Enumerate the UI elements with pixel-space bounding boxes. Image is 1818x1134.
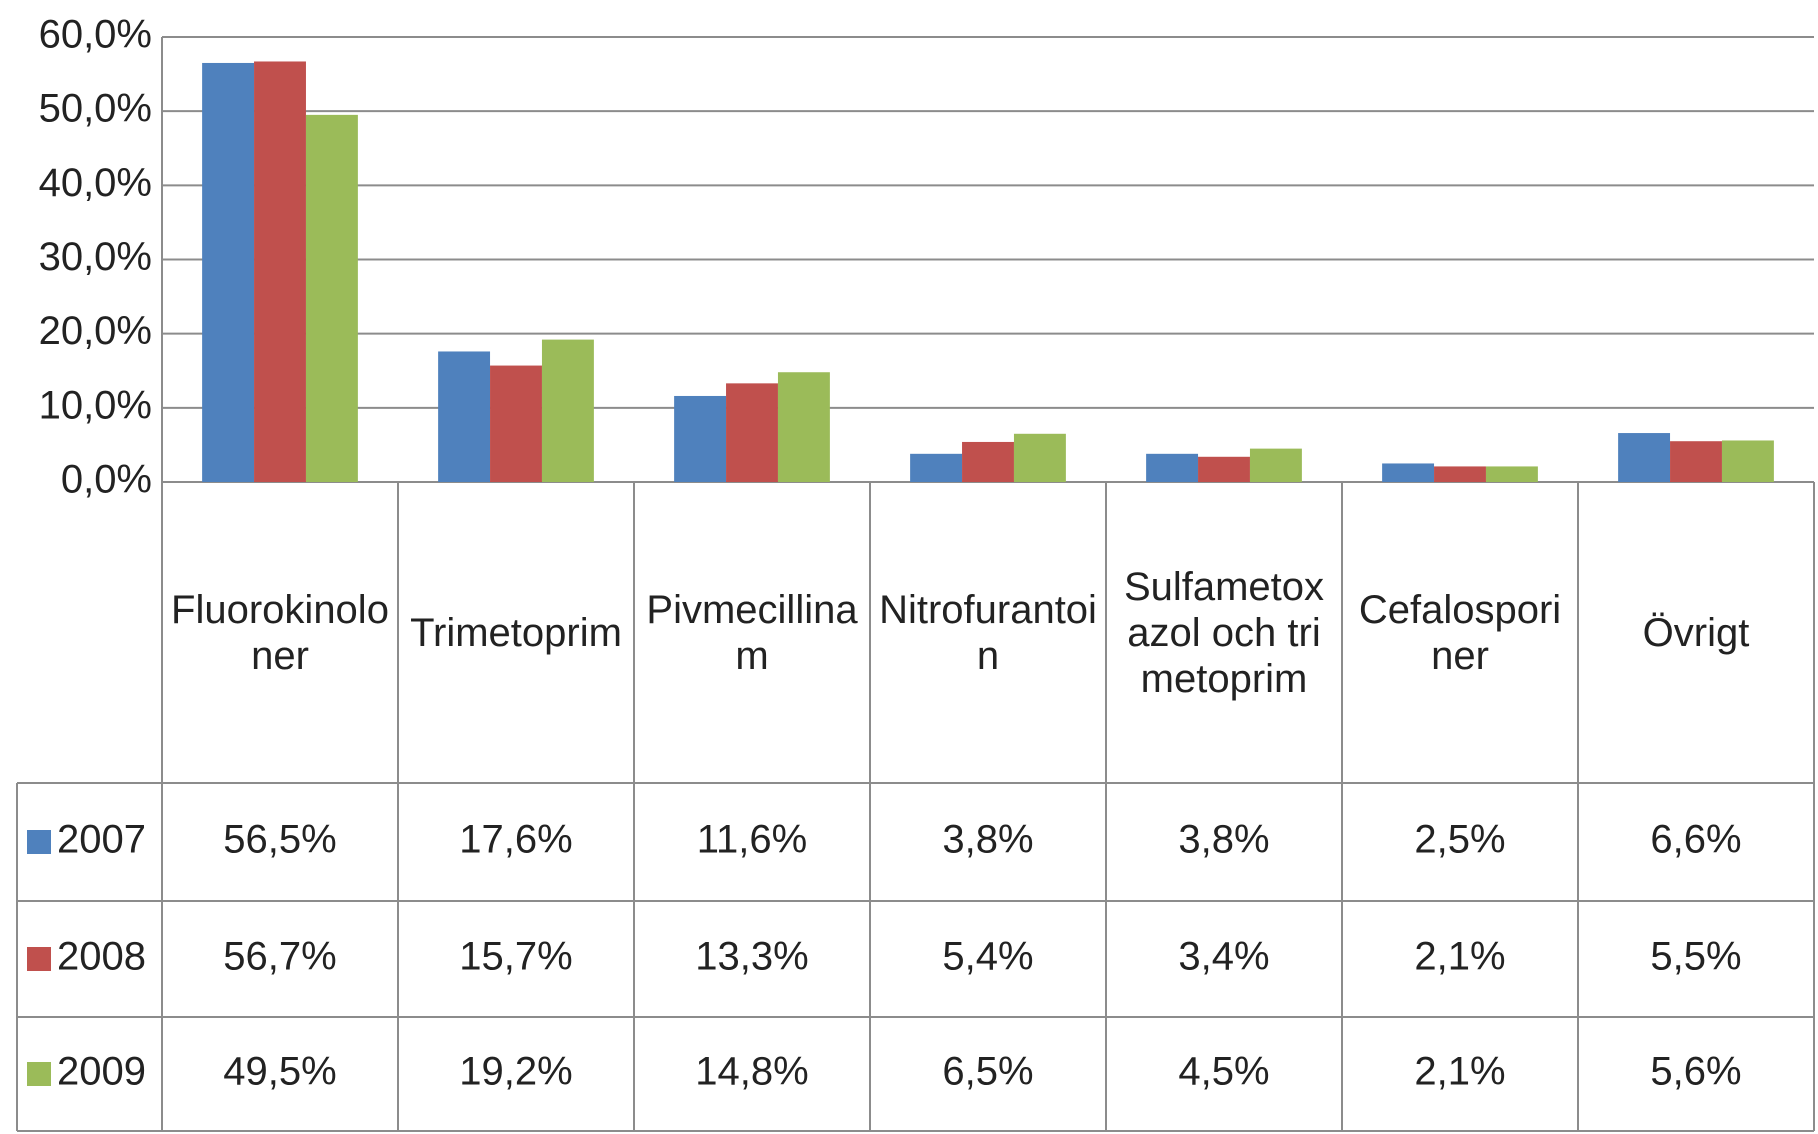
legend-label: 2008 bbox=[57, 935, 146, 979]
value-label: 5,4% bbox=[942, 935, 1033, 979]
value-label: 15,7% bbox=[459, 935, 572, 979]
bar bbox=[1485, 466, 1538, 482]
value-label: 5,5% bbox=[1650, 935, 1741, 979]
y-tick-label: 40,0% bbox=[39, 161, 152, 205]
bar bbox=[962, 441, 1014, 482]
value-label: 6,5% bbox=[942, 1050, 1033, 1094]
y-tick-label: 30,0% bbox=[39, 235, 152, 279]
bar bbox=[305, 114, 358, 482]
value-label: 17,6% bbox=[459, 818, 572, 862]
x-tick-label: Pivmecillinam bbox=[646, 587, 858, 678]
value-label: 19,2% bbox=[459, 1050, 572, 1094]
legend-label: 2007 bbox=[57, 818, 146, 862]
value-label: 13,3% bbox=[695, 935, 808, 979]
y-tick-label: 20,0% bbox=[39, 309, 152, 353]
value-label: 14,8% bbox=[695, 1050, 808, 1094]
y-tick-label: 50,0% bbox=[39, 87, 152, 131]
legend-key bbox=[27, 947, 51, 971]
bar bbox=[1434, 466, 1486, 482]
value-label: 6,6% bbox=[1650, 818, 1741, 862]
value-label: 2,1% bbox=[1414, 935, 1505, 979]
bar bbox=[490, 365, 542, 482]
value-label: 56,5% bbox=[223, 818, 336, 862]
bar bbox=[674, 395, 727, 482]
bar bbox=[1382, 463, 1435, 482]
bar bbox=[1198, 456, 1250, 482]
value-label: 2,5% bbox=[1414, 818, 1505, 862]
x-tick-label: Cefalosporiner bbox=[1358, 587, 1562, 678]
bar bbox=[777, 372, 830, 482]
bar bbox=[910, 453, 963, 482]
legend-key bbox=[27, 1062, 51, 1086]
bar bbox=[541, 339, 594, 482]
bar bbox=[1618, 433, 1671, 482]
bar bbox=[1249, 448, 1302, 482]
bar bbox=[726, 383, 778, 482]
value-label: 3,4% bbox=[1178, 935, 1269, 979]
bar bbox=[438, 351, 491, 482]
legend-label: 2009 bbox=[57, 1050, 146, 1094]
value-label: 3,8% bbox=[942, 818, 1033, 862]
y-tick-label: 10,0% bbox=[39, 383, 152, 427]
value-label: 2,1% bbox=[1414, 1050, 1505, 1094]
bar bbox=[202, 62, 255, 482]
legend-key bbox=[27, 830, 51, 854]
value-label: 4,5% bbox=[1178, 1050, 1269, 1094]
x-tick-label: Övrigt bbox=[1642, 610, 1750, 655]
x-tick-label: Sulfametoxazol och trimetoprim bbox=[1123, 564, 1325, 701]
bar bbox=[1721, 440, 1774, 482]
bar bbox=[254, 61, 306, 482]
value-label: 56,7% bbox=[223, 935, 336, 979]
y-tick-label: 60,0% bbox=[39, 13, 152, 57]
x-tick-label: Trimetoprim bbox=[410, 610, 622, 655]
value-label: 49,5% bbox=[223, 1050, 336, 1094]
bar bbox=[1146, 453, 1199, 482]
value-label: 5,6% bbox=[1650, 1050, 1741, 1094]
value-label: 11,6% bbox=[697, 818, 807, 862]
value-label: 3,8% bbox=[1178, 818, 1269, 862]
bar bbox=[1670, 441, 1722, 482]
y-tick-label: 0,0% bbox=[61, 458, 152, 502]
x-tick-label: Fluorokinoloner bbox=[171, 587, 389, 678]
x-tick-label: Nitrofurantoin bbox=[879, 587, 1097, 678]
bar bbox=[1013, 433, 1066, 482]
